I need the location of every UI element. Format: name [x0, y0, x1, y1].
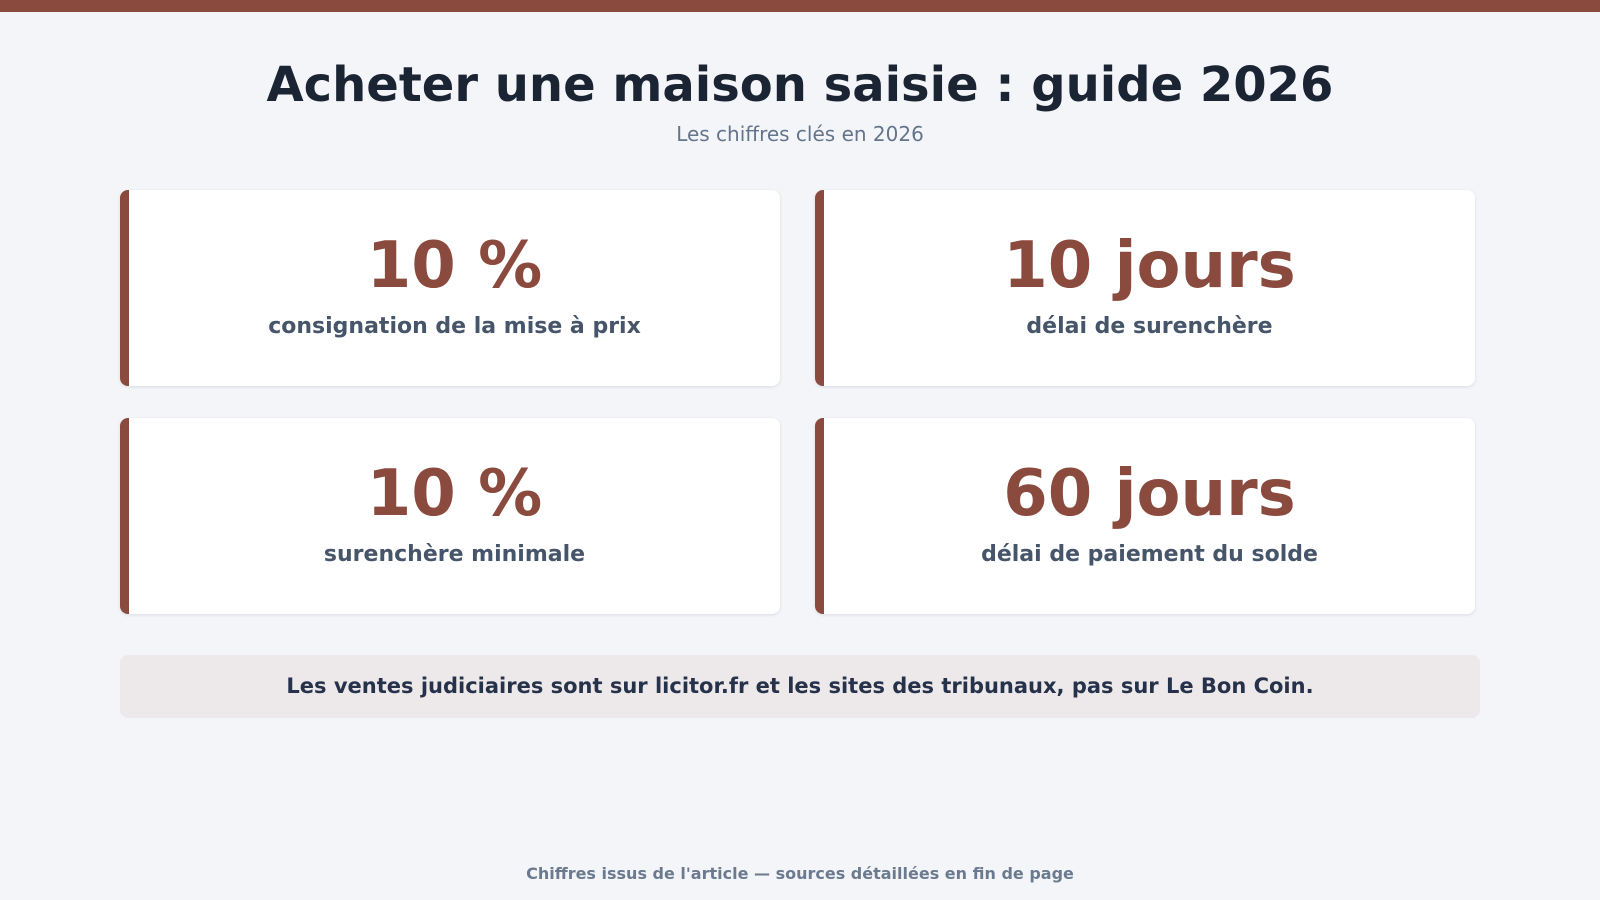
stat-label: délai de surenchère	[1026, 314, 1273, 339]
top-accent-bar	[0, 0, 1600, 12]
info-note: Les ventes judiciaires sont sur licitor.…	[120, 655, 1480, 718]
stat-card-surenchere-minimale: 10 % surenchère minimale	[120, 418, 780, 614]
stat-label: délai de paiement du solde	[981, 542, 1318, 567]
stat-card-delai-surenchere: 10 jours délai de surenchère	[815, 190, 1475, 386]
page-title: Acheter une maison saisie : guide 2026	[266, 57, 1334, 113]
page-subtitle: Les chiffres clés en 2026	[676, 122, 924, 146]
stat-value: 60 jours	[1003, 457, 1296, 531]
stat-value: 10 %	[366, 229, 543, 303]
stat-label: surenchère minimale	[323, 542, 586, 567]
stat-card-consignation: 10 % consignation de la mise à prix	[120, 190, 780, 386]
stat-value: 10 %	[366, 457, 543, 531]
stat-label: consignation de la mise à prix	[268, 314, 641, 339]
stat-value: 10 jours	[1003, 229, 1296, 303]
stat-card-delai-paiement: 60 jours délai de paiement du solde	[815, 418, 1475, 614]
footer-source-note: Chiffres issus de l'article — sources dé…	[526, 864, 1074, 883]
